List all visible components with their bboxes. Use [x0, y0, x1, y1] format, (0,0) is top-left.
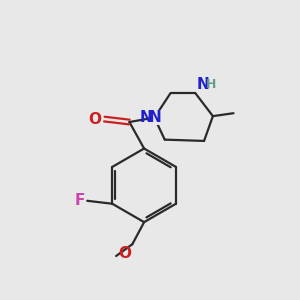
Text: O: O: [118, 246, 131, 261]
Text: O: O: [88, 112, 101, 127]
Text: N: N: [148, 110, 161, 125]
Text: N: N: [139, 110, 152, 125]
Text: N: N: [197, 76, 209, 92]
Text: H: H: [206, 78, 217, 91]
Text: F: F: [74, 193, 85, 208]
